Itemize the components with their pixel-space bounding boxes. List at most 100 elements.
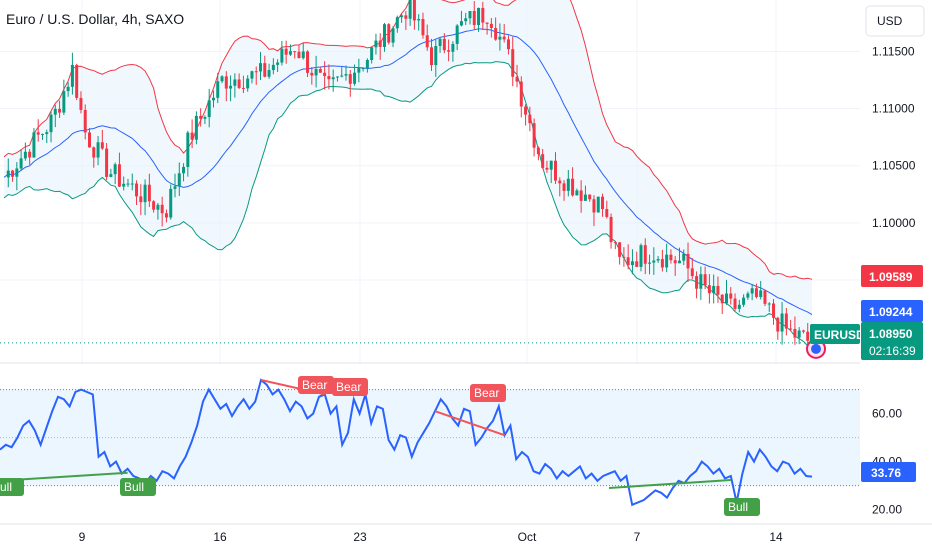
price-scale[interactable] bbox=[860, 0, 932, 524]
candle-body bbox=[66, 86, 70, 92]
candle-body bbox=[109, 174, 113, 177]
candle-body bbox=[459, 21, 463, 26]
candle-body bbox=[156, 204, 160, 210]
candle-body bbox=[720, 294, 724, 304]
candle-body bbox=[254, 71, 258, 73]
candle bbox=[545, 160, 549, 173]
candle-body bbox=[430, 47, 434, 66]
candle-body bbox=[395, 17, 399, 29]
candle-body bbox=[652, 260, 656, 263]
time-axis[interactable]: 9 16 23 Oct 7 14 bbox=[79, 530, 783, 544]
candle bbox=[353, 64, 357, 86]
candle-body bbox=[434, 46, 438, 66]
candle-body bbox=[404, 15, 408, 19]
candle bbox=[660, 249, 664, 272]
candles-group bbox=[6, 0, 814, 354]
candle-body bbox=[630, 261, 634, 266]
candle-body bbox=[622, 256, 626, 258]
rsi-tick-label: 20.00 bbox=[872, 503, 902, 517]
candle-body bbox=[588, 194, 592, 200]
candle-body bbox=[528, 114, 532, 124]
candle bbox=[203, 115, 207, 125]
candle bbox=[459, 10, 463, 27]
candle-body bbox=[784, 313, 788, 329]
candle bbox=[703, 266, 707, 290]
candle bbox=[801, 329, 805, 334]
candle-body bbox=[122, 183, 126, 187]
divergence-label: Bull bbox=[724, 498, 760, 516]
candle-body bbox=[335, 76, 339, 78]
candle bbox=[592, 195, 596, 227]
candle-body bbox=[767, 303, 771, 305]
candle bbox=[207, 88, 211, 128]
candle-body bbox=[182, 166, 186, 174]
candle bbox=[75, 63, 79, 101]
candle bbox=[502, 23, 506, 43]
candle bbox=[23, 142, 27, 161]
price-tick-label: 1.10500 bbox=[872, 159, 916, 173]
candle bbox=[494, 17, 498, 41]
candle-body bbox=[75, 64, 79, 98]
candle-body bbox=[23, 151, 27, 159]
candle bbox=[601, 193, 605, 217]
candle-body bbox=[58, 108, 62, 113]
candle-body bbox=[763, 290, 767, 304]
candle-body bbox=[515, 76, 519, 82]
candle-body bbox=[464, 18, 468, 22]
candle-body bbox=[425, 35, 429, 48]
candle bbox=[677, 247, 681, 264]
candle bbox=[100, 129, 104, 150]
candle bbox=[6, 158, 10, 188]
candle bbox=[323, 61, 327, 90]
candle bbox=[489, 17, 493, 38]
candle-body bbox=[241, 87, 245, 89]
candle bbox=[716, 276, 720, 303]
candle bbox=[361, 67, 365, 72]
candle bbox=[789, 319, 793, 331]
candle-body bbox=[280, 48, 284, 63]
candle bbox=[318, 66, 322, 73]
candle-body bbox=[331, 77, 335, 80]
candle bbox=[314, 55, 318, 88]
candle bbox=[310, 66, 314, 85]
candle-body bbox=[79, 97, 83, 110]
candle bbox=[357, 58, 361, 83]
candle-body bbox=[378, 40, 382, 47]
candle-body bbox=[801, 330, 805, 332]
candle bbox=[117, 152, 121, 187]
candle bbox=[793, 316, 797, 345]
candle-body bbox=[669, 254, 673, 261]
candle bbox=[395, 15, 399, 33]
candle bbox=[724, 279, 728, 305]
candle bbox=[164, 209, 168, 223]
candle bbox=[767, 302, 771, 312]
candle-body bbox=[28, 151, 32, 158]
candle bbox=[639, 243, 643, 272]
candle-body bbox=[152, 201, 156, 210]
candle bbox=[233, 73, 237, 98]
candle bbox=[536, 146, 540, 161]
candle bbox=[280, 40, 284, 66]
candle-body bbox=[742, 297, 746, 305]
candle bbox=[780, 301, 784, 345]
candle-body bbox=[660, 259, 664, 268]
candle-body bbox=[438, 38, 442, 47]
candle-body bbox=[776, 317, 780, 332]
candle bbox=[177, 162, 181, 197]
candle bbox=[643, 238, 647, 275]
candle bbox=[468, 11, 472, 25]
divergence-label-text: Bull bbox=[0, 480, 12, 494]
symbol-tag[interactable]: EURUSD bbox=[810, 324, 865, 344]
candle bbox=[271, 58, 275, 75]
candle bbox=[682, 249, 686, 266]
currency-button[interactable]: USD bbox=[865, 5, 925, 37]
candle bbox=[58, 100, 62, 119]
candle bbox=[455, 24, 459, 51]
candle bbox=[690, 257, 694, 279]
candle bbox=[293, 51, 297, 59]
candle bbox=[630, 249, 634, 275]
divergence-label-bg bbox=[724, 498, 760, 516]
candle-body bbox=[592, 199, 596, 213]
